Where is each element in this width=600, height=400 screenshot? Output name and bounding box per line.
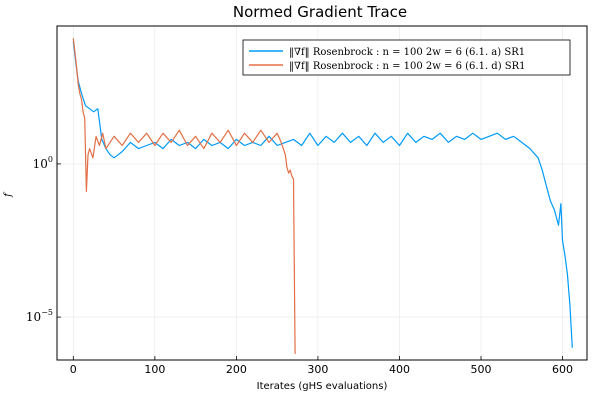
y-tick-label: 100 <box>33 155 53 171</box>
x-tick-label: 600 <box>552 363 573 376</box>
x-tick-label: 500 <box>471 363 492 376</box>
legend-label-series-1: ‖∇f‖ Rosenbrock : n = 100 2w = 6 (6.1. a… <box>289 47 525 58</box>
x-tick-label: 300 <box>307 363 328 376</box>
x-tick-label: 200 <box>226 363 247 376</box>
y-axis-ticks: 100 10−5 <box>26 155 61 324</box>
y-tick-label: 10−5 <box>26 308 53 324</box>
x-tick-label: 0 <box>70 363 77 376</box>
chart-title: Normed Gradient Trace <box>233 3 407 21</box>
x-axis-ticks: 0 100 200 300 400 500 600 <box>70 356 573 376</box>
x-axis-label: Iterates (gHS evaluations) <box>257 381 388 392</box>
plot-frame <box>56 25 588 361</box>
x-tick-label: 100 <box>144 363 165 376</box>
y-axis-label: f <box>3 191 14 198</box>
grid <box>57 26 587 360</box>
legend-box <box>242 39 571 76</box>
series-line-1 <box>72 41 573 348</box>
legend-label-series-2: ‖∇f‖ Rosenbrock : n = 100 2w = 6 (6.1. d… <box>289 61 526 72</box>
series-line-2 <box>72 38 296 354</box>
x-tick-label: 400 <box>389 363 410 376</box>
plot-series <box>72 38 573 354</box>
legend: ‖∇f‖ Rosenbrock : n = 100 2w = 6 (6.1. a… <box>242 39 571 76</box>
